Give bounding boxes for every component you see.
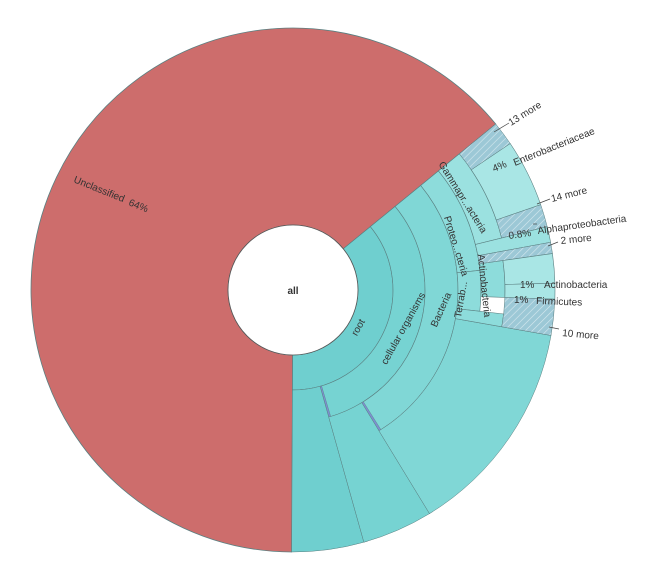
wedge-cellular-remainder[interactable] (328, 402, 430, 543)
wedge-10-more[interactable] (501, 297, 556, 336)
label-enterobacteriaceae: Enterobacteriaceae (512, 126, 597, 169)
label-actinobacteria-percent: 1% (520, 280, 535, 291)
wedge-layer (30, 27, 556, 553)
leader-10-more (548, 326, 560, 330)
wedge-bacteria-remainder[interactable] (378, 318, 552, 514)
label-14-more: 14 more (550, 185, 589, 205)
leader-14-more (536, 198, 551, 205)
leader-line-layer (493, 122, 560, 330)
label-10-more: 10 more (562, 328, 600, 342)
label-firmicutes: Firmicutes (536, 296, 582, 309)
label-actinobacteria-class: Actinobacteria (544, 280, 608, 291)
leader-13-more (493, 122, 510, 133)
leader-2-more (547, 241, 559, 247)
label-13-more: 13 more (507, 100, 544, 129)
label-firmicutes-percent: 1% (514, 295, 529, 306)
wedge-2-more[interactable] (477, 241, 553, 265)
wedge-13-more[interactable] (459, 123, 511, 171)
label-alphaproteobacteria-percent: 0.8% (508, 228, 532, 242)
center-label: all (287, 286, 298, 297)
center-node[interactable] (227, 224, 359, 356)
wedge-root-remainder[interactable] (291, 385, 365, 553)
label-enterobacteriaceae-percent: 4% (491, 159, 509, 175)
label-2-more: 2 more (560, 233, 593, 247)
